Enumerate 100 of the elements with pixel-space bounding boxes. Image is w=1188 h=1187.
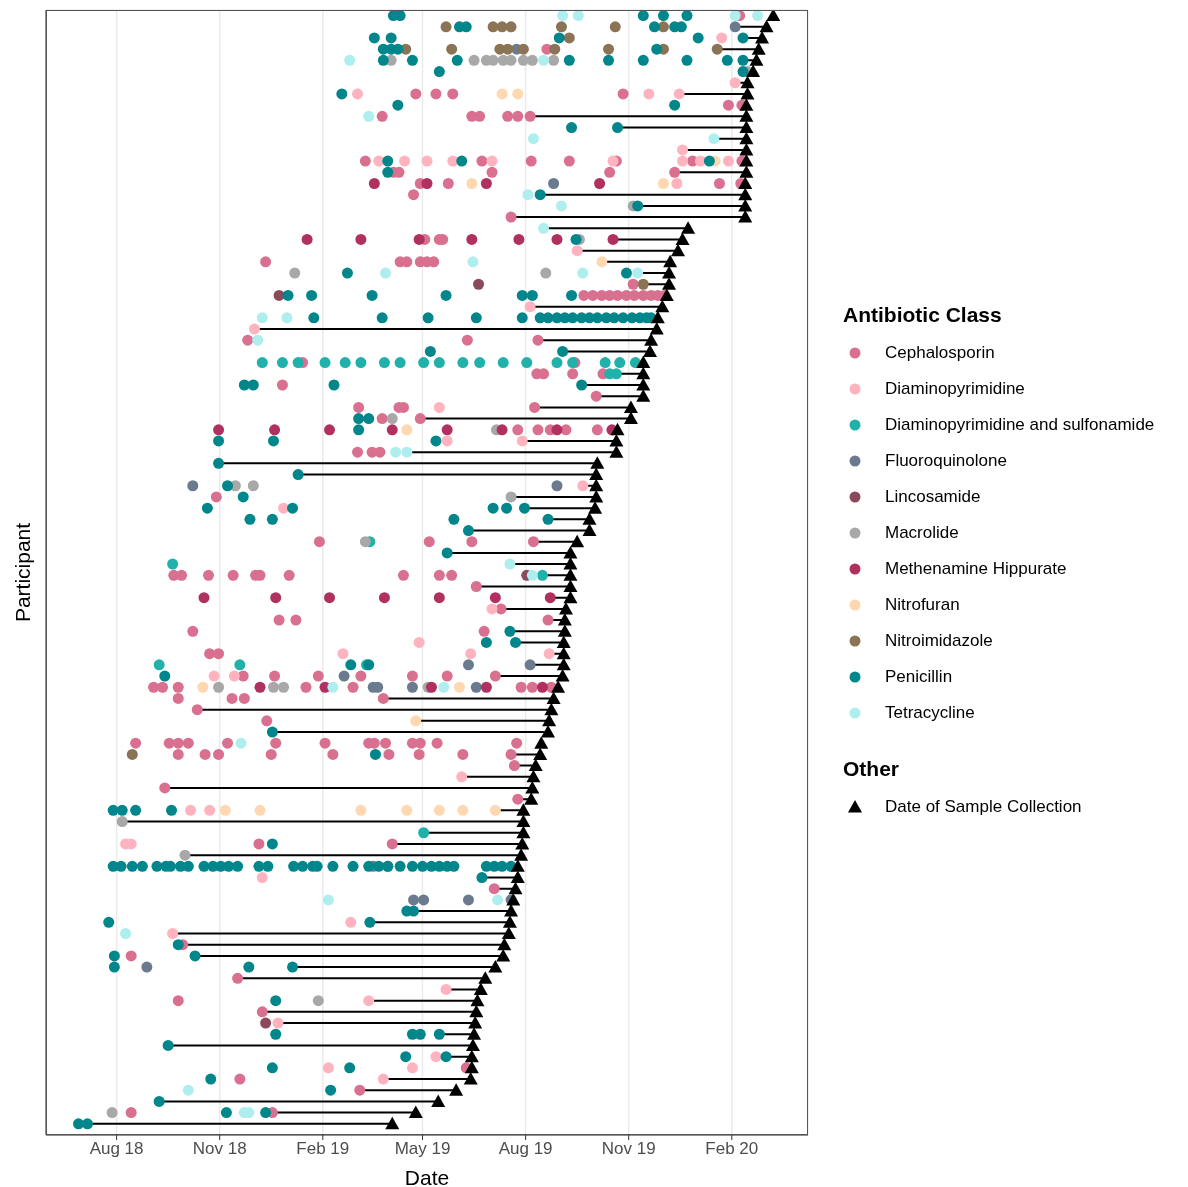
point xyxy=(208,670,220,682)
point xyxy=(536,569,548,581)
point xyxy=(256,312,268,324)
point xyxy=(179,849,191,861)
point xyxy=(254,681,266,693)
point xyxy=(711,43,723,55)
point xyxy=(676,144,688,156)
point xyxy=(480,178,492,190)
point xyxy=(524,659,536,671)
point xyxy=(359,536,371,548)
point xyxy=(272,1017,284,1029)
legend-label: Penicillin xyxy=(885,667,953,687)
point xyxy=(489,804,501,816)
point xyxy=(278,681,290,693)
point xyxy=(521,357,533,369)
point xyxy=(497,357,509,369)
point xyxy=(513,233,525,245)
point xyxy=(466,233,478,245)
point xyxy=(213,681,225,693)
point xyxy=(301,233,313,245)
point xyxy=(551,357,563,369)
point xyxy=(338,670,350,682)
point xyxy=(401,804,413,816)
point xyxy=(440,983,452,995)
point xyxy=(219,804,231,816)
point xyxy=(516,435,528,447)
point xyxy=(538,54,550,66)
point xyxy=(433,357,445,369)
point xyxy=(572,10,584,22)
point xyxy=(716,32,728,44)
point xyxy=(322,894,334,906)
point xyxy=(577,480,589,492)
point xyxy=(524,301,536,313)
point xyxy=(466,178,478,190)
point xyxy=(352,88,364,100)
point xyxy=(418,357,430,369)
legend-label: Methenamine Hippurate xyxy=(885,559,1067,579)
point xyxy=(418,827,430,839)
point xyxy=(571,245,583,257)
point xyxy=(577,267,589,279)
x-tick-label: Nov 19 xyxy=(601,1139,656,1159)
point xyxy=(441,435,453,447)
point xyxy=(368,178,380,190)
point xyxy=(496,424,508,436)
point xyxy=(380,267,392,279)
point xyxy=(480,681,492,693)
point xyxy=(555,200,567,212)
point xyxy=(607,233,619,245)
point xyxy=(438,681,450,693)
legend-label: Nitrofuran xyxy=(885,595,960,615)
point xyxy=(378,357,390,369)
point xyxy=(418,894,430,906)
x-tick-label: May 19 xyxy=(394,1139,451,1159)
point xyxy=(594,178,606,190)
point xyxy=(399,155,411,167)
point xyxy=(363,110,375,122)
point xyxy=(609,21,621,33)
point xyxy=(441,424,453,436)
point xyxy=(410,715,422,727)
point xyxy=(319,357,331,369)
point xyxy=(467,256,479,268)
point xyxy=(198,592,210,604)
point xyxy=(413,636,425,648)
point xyxy=(551,233,563,245)
point xyxy=(270,592,282,604)
point xyxy=(234,659,246,671)
point xyxy=(596,256,608,268)
point xyxy=(106,1107,118,1119)
point xyxy=(614,357,626,369)
point xyxy=(486,603,498,615)
point xyxy=(722,155,734,167)
point xyxy=(197,681,209,693)
x-tick-label: Feb 20 xyxy=(705,1139,759,1159)
point xyxy=(433,401,445,413)
point xyxy=(446,43,458,55)
point xyxy=(555,21,567,33)
point xyxy=(337,648,349,660)
point xyxy=(729,77,741,89)
point xyxy=(386,413,398,425)
point xyxy=(256,872,268,884)
text: Antibiotic Class xyxy=(843,303,1002,326)
point xyxy=(540,267,552,279)
point xyxy=(185,804,197,816)
x-tick-label: Feb 19 xyxy=(296,1139,350,1159)
point xyxy=(676,155,688,167)
point xyxy=(492,894,504,906)
legend-label: Macrolide xyxy=(885,523,959,543)
point xyxy=(430,1051,442,1063)
point xyxy=(536,681,548,693)
point xyxy=(522,189,534,201)
point xyxy=(345,916,357,928)
point xyxy=(512,88,524,100)
legend-label: Date of Sample Collection xyxy=(885,797,1082,817)
point xyxy=(355,357,367,369)
point xyxy=(182,1084,194,1096)
legend-label: Lincosamide xyxy=(885,487,981,507)
point xyxy=(551,424,563,436)
point xyxy=(339,357,351,369)
point xyxy=(496,88,508,100)
point xyxy=(344,54,356,66)
